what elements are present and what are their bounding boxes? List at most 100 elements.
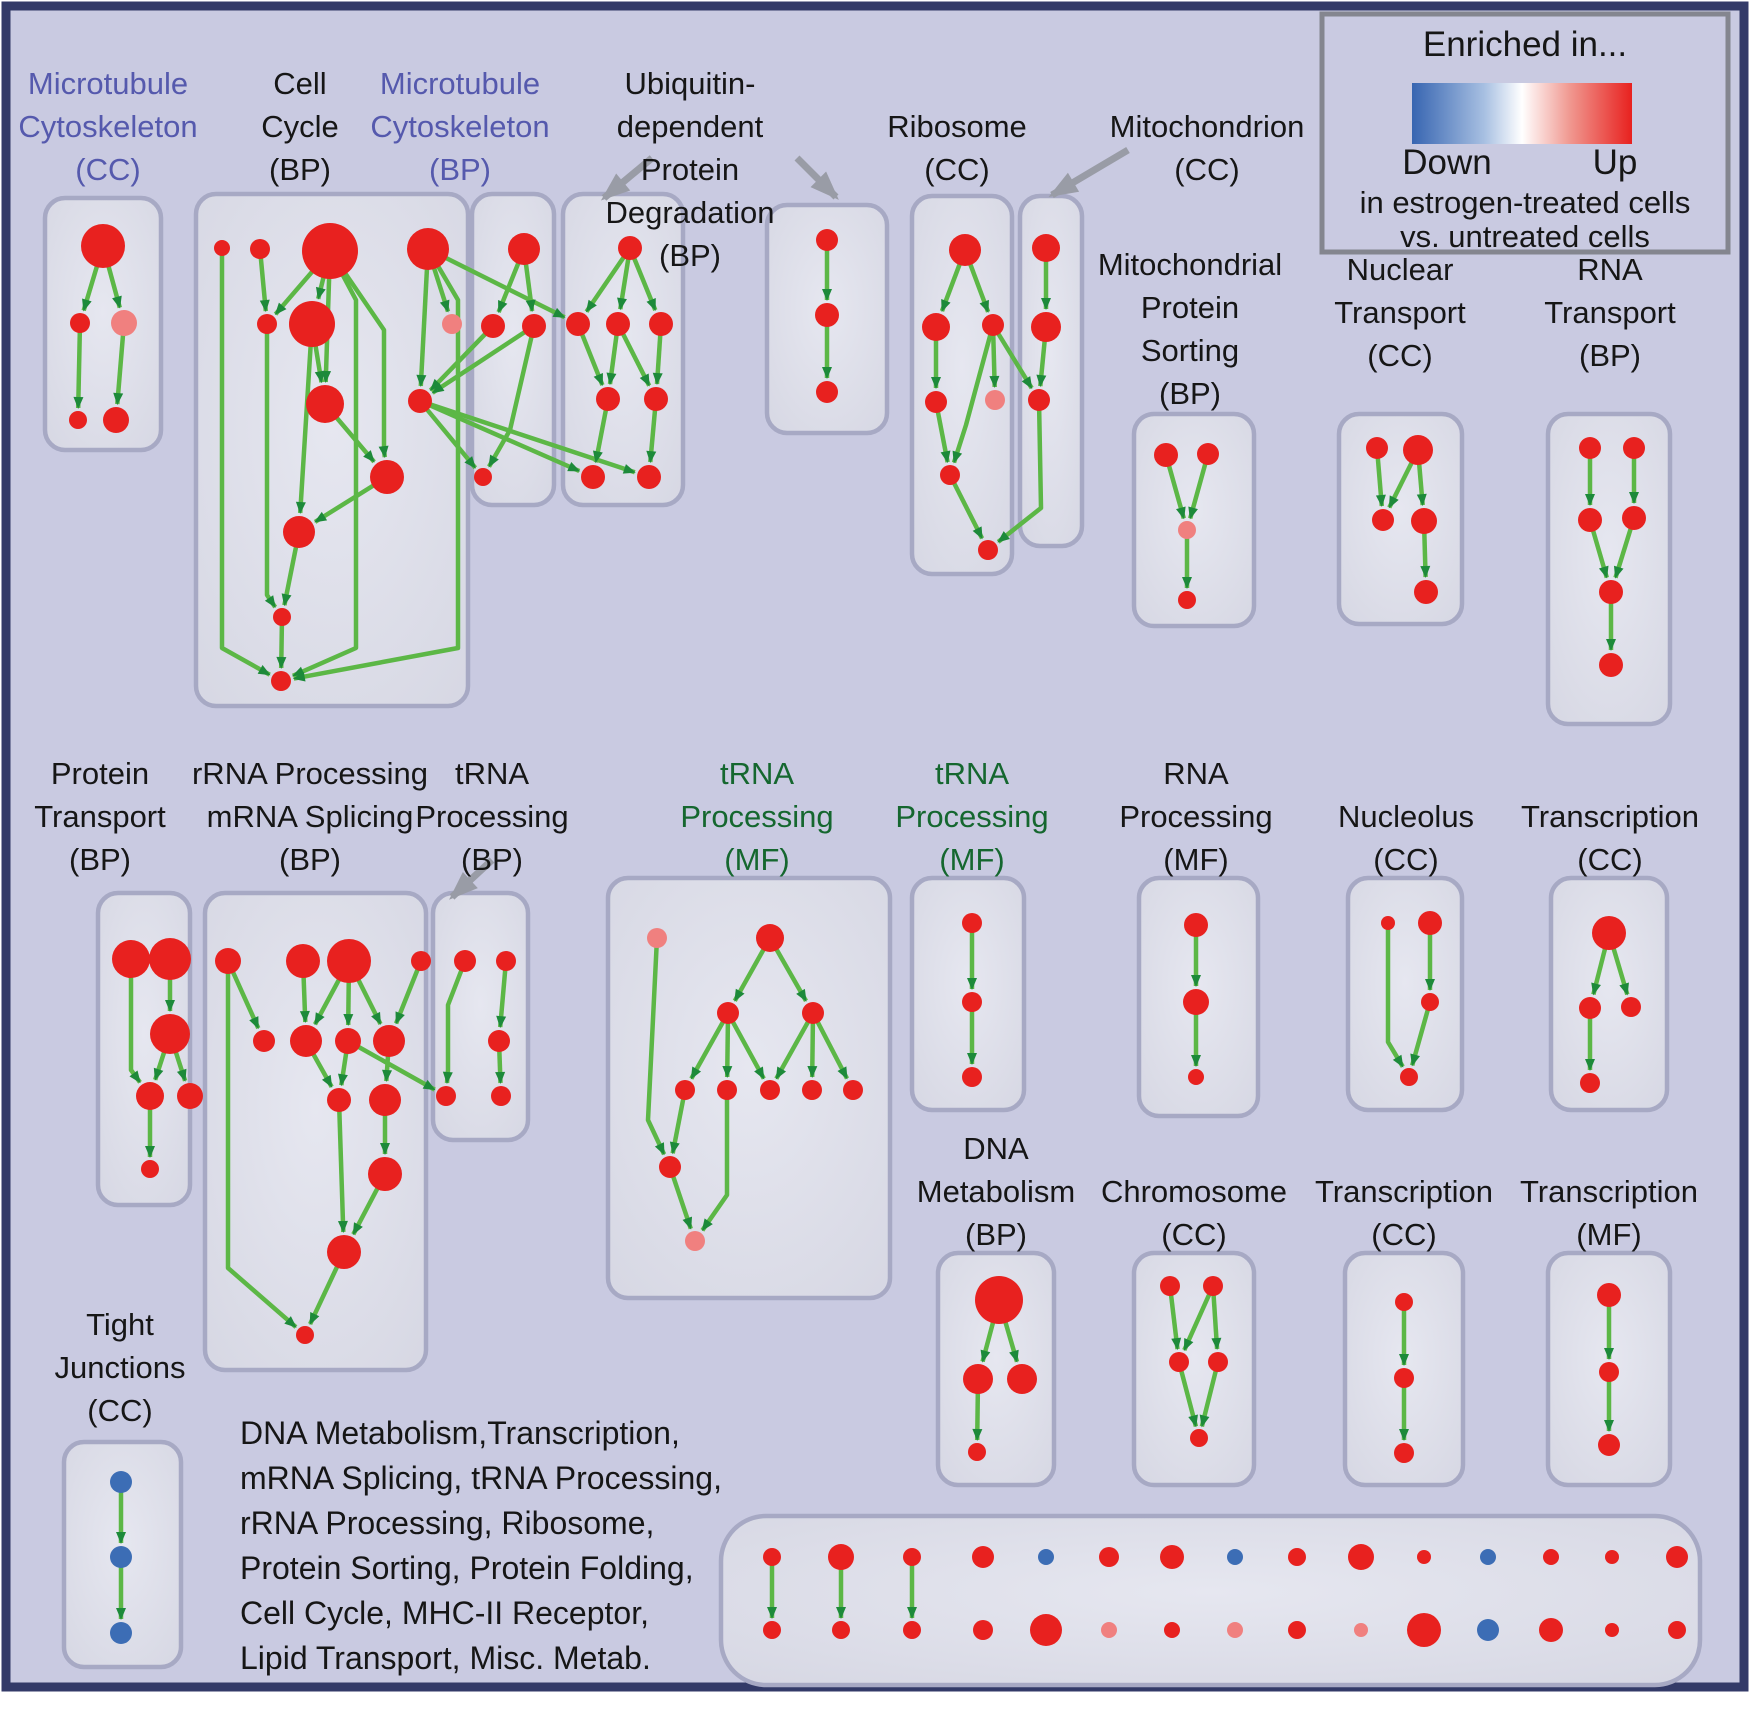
edge-cc8-u6 [419,398,581,474]
node-ub0 [816,229,838,251]
node-n0 [1366,437,1388,459]
legend-up-label: Up [1593,143,1638,182]
node-bb5 [1101,1622,1117,1638]
node-cc9 [370,460,404,494]
node-mt2 [1028,389,1050,411]
node-tj0 [110,1471,132,1493]
cluster-box-misc [718,1513,1703,1688]
node-tr [488,1030,510,1052]
cluster-label-microtubule-cc: Microtubule Cytoskeleton (CC) [18,66,197,187]
node-s2 [1178,521,1196,539]
node-u5 [644,387,668,411]
node-q2 [1578,508,1602,532]
node-tt [491,1086,511,1106]
node-p1 [1183,989,1209,1015]
cluster-label-line: Processing [895,799,1048,834]
cluster-label-line: (MF) [1576,1217,1641,1252]
node-y1 [1599,1362,1619,1382]
node-bb6 [1164,1622,1180,1638]
node-rf [290,1025,322,1057]
node-u3 [649,312,673,336]
node-tm0 [962,913,982,933]
node-mb3 [474,468,492,486]
node-r2 [982,314,1004,336]
cluster-label-chromosome: Chromosome (CC) [1101,1174,1287,1252]
cluster-label-line: (BP) [659,238,721,273]
cluster-label-line: (CC) [1161,1217,1226,1252]
node-h0 [1160,1276,1180,1296]
cluster-label-mitochondrion: Mitochondrion (CC) [1110,109,1305,187]
cluster-label-line: Nucleolus [1338,799,1474,834]
cluster-label-line: Nuclear [1347,252,1454,287]
node-mcc4 [103,407,129,433]
edge-ra-rm [225,961,298,1329]
cluster-label-nuclear-transport: Nuclear Transport (CC) [1334,252,1466,373]
node-cc10 [283,516,315,548]
cluster-label-cell-cycle: Cell Cycle (BP) [261,66,339,187]
node-u2 [606,312,630,336]
cluster-label-line: Ribosome [887,109,1027,144]
misc-categories-line: Lipid Transport, Misc. Metab. [240,1640,651,1676]
cluster-label-line: Transcription [1521,799,1699,834]
node-y2 [1598,1434,1620,1456]
edge-r2-r5 [951,324,996,464]
node-bb7 [1227,1622,1243,1638]
cluster-label-tight-junctions: Tight Junctions (CC) [55,1307,186,1428]
edge-mb1-cc8 [428,324,495,392]
cluster-label-rna-processing: RNA Processing (MF) [1119,756,1272,877]
node-x1 [1394,1368,1414,1388]
edge-v2-z2 [700,1090,730,1232]
node-bt11 [1480,1549,1496,1565]
node-bb10 [1407,1613,1441,1647]
cluster-label-trna-bp: tRNA Processing (BP) [415,756,568,877]
node-bt10 [1417,1550,1431,1564]
cluster-label-line: (MF) [1163,842,1228,877]
edge-pt0-pt3 [128,959,142,1084]
node-cc1 [250,239,270,259]
cluster-box-rnatransport [1545,411,1673,727]
node-h2 [1169,1352,1189,1372]
cluster-label-line: mRNA Splicing [207,799,414,834]
cluster-label-line: tRNA [720,756,794,791]
cluster-label-transcription-cc-up: Transcription (CC) [1521,799,1699,877]
cluster-box-nuclear [1336,411,1465,627]
edge-h3-h4 [1199,1361,1221,1428]
edge-mt2-r6 [996,399,1044,544]
node-r0 [949,234,981,266]
node-u6 [581,465,605,489]
node-tm2 [962,1067,982,1087]
cluster-label-line: Cytoskeleton [18,109,197,144]
node-bb9 [1354,1623,1368,1637]
edge-cc3-u1 [426,246,566,320]
node-p0 [1184,913,1208,937]
cluster-box-mcc [42,195,164,453]
node-y0 [1597,1283,1621,1307]
cluster-label-line: Cytoskeleton [370,109,549,144]
cluster-label-trna-mf-1: tRNA Processing (MF) [680,756,833,877]
edge-cc0-cc12 [219,248,271,677]
node-rk [368,1157,402,1191]
cluster-label-line: (BP) [269,152,331,187]
cluster-label-line: (CC) [1371,1217,1436,1252]
edge-r5-r6 [947,473,985,540]
cluster-label-line: Protein [1141,290,1239,325]
node-u0 [618,236,642,260]
node-r6 [978,540,998,560]
node-tc2 [1621,997,1641,1017]
node-bb1 [832,1621,850,1639]
node-pt2 [150,1014,190,1054]
node-bb0 [763,1621,781,1639]
cluster-label-line: Processing [1119,799,1272,834]
cluster-label-line: Chromosome [1101,1174,1287,1209]
cluster-label-line: Transport [1334,295,1466,330]
edge-cc2-cc9 [328,249,389,459]
cluster-label-line: Degradation [606,195,775,230]
edge-v1-z1 [669,1089,688,1155]
node-cc11 [273,608,291,626]
node-cc6 [442,314,462,334]
edge-g2-g3 [1410,1001,1433,1067]
node-q3 [1622,506,1646,530]
cluster-label-line: (CC) [75,152,140,187]
node-bb8 [1288,1621,1306,1639]
